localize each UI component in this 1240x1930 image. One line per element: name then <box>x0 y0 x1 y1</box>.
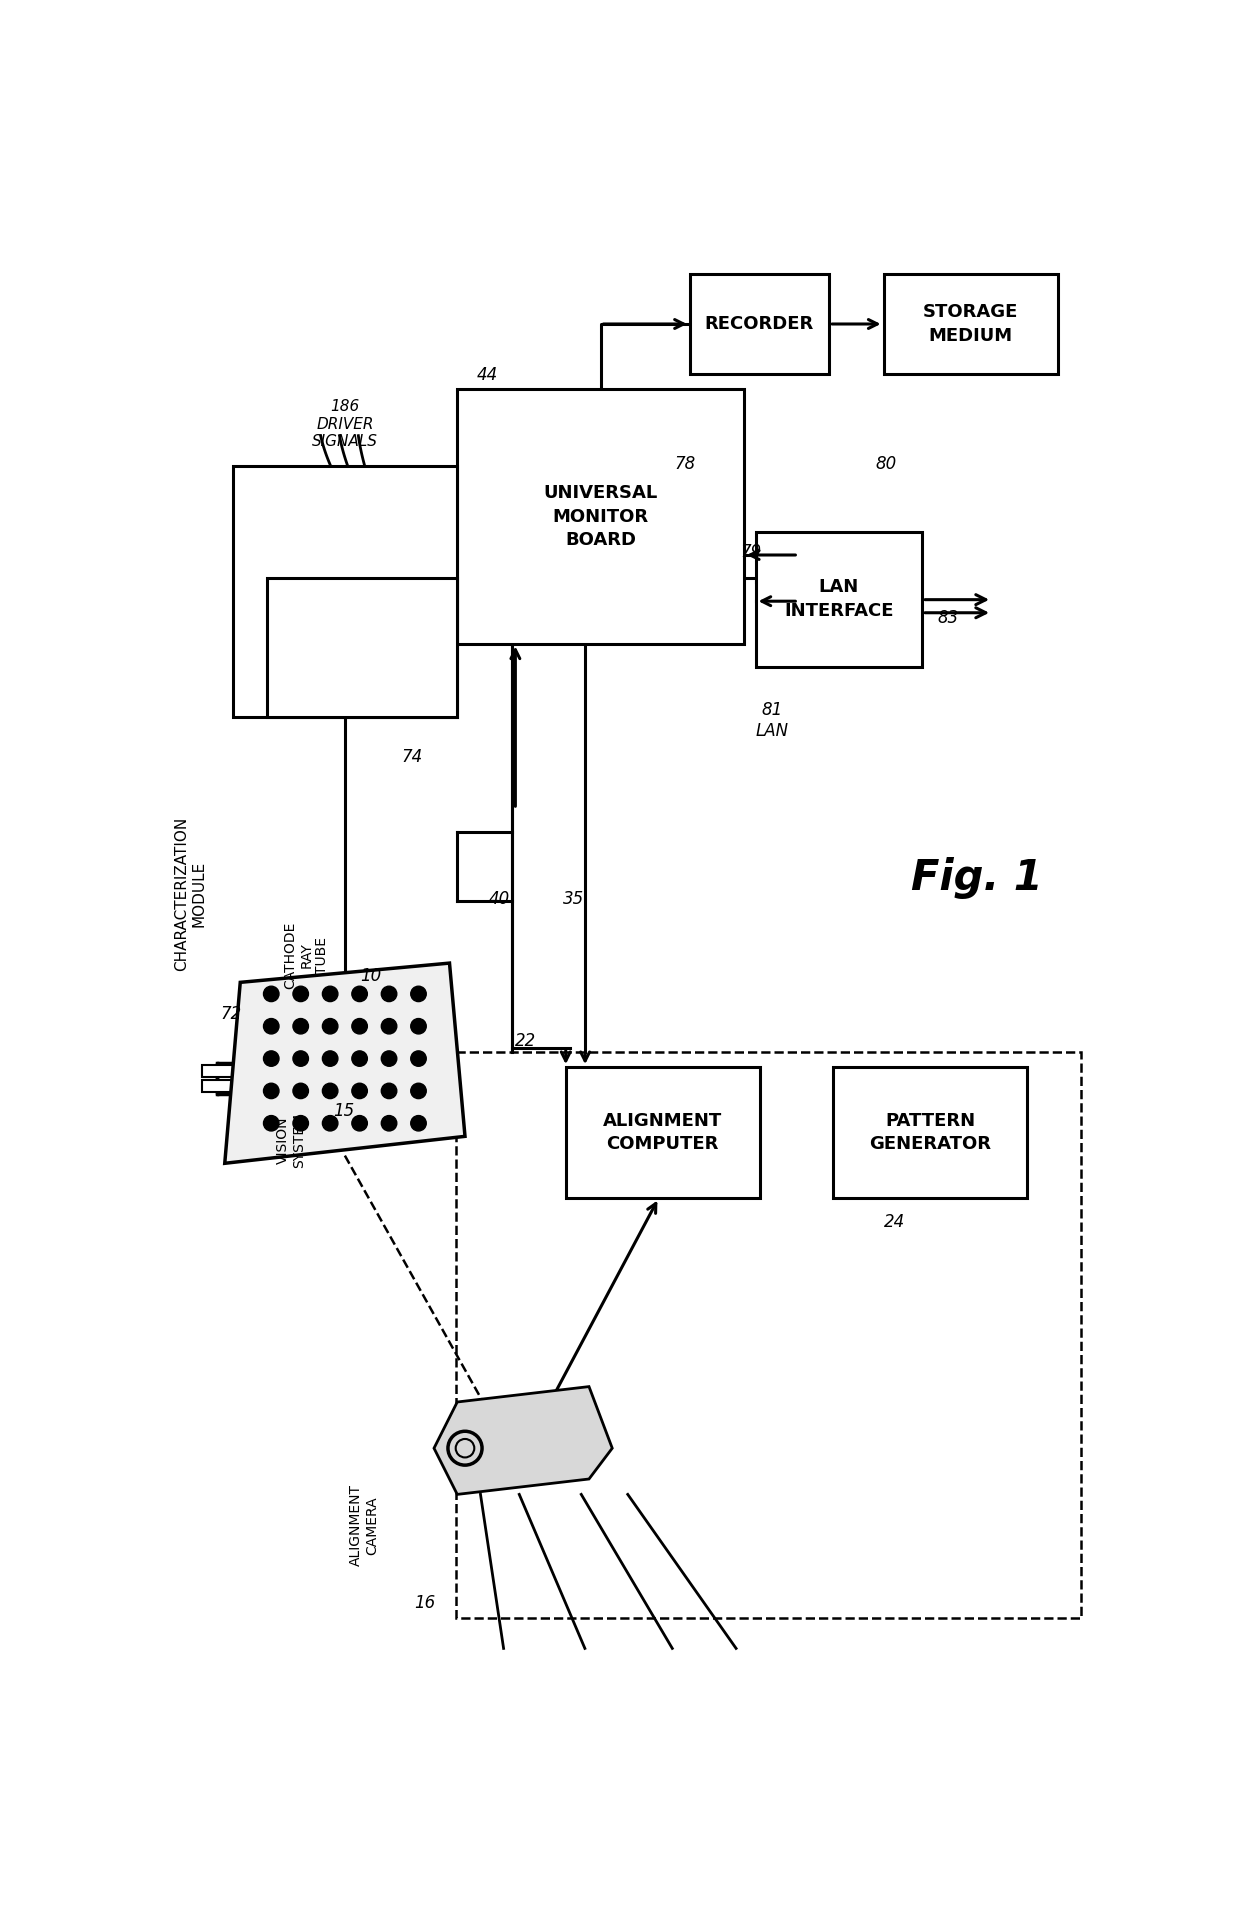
Circle shape <box>263 1083 279 1098</box>
Text: 186
DRIVER
SIGNALS: 186 DRIVER SIGNALS <box>312 400 378 450</box>
Text: 83: 83 <box>937 608 959 627</box>
Text: ALIGNMENT
COMPUTER: ALIGNMENT COMPUTER <box>603 1112 722 1154</box>
Text: 24: 24 <box>883 1214 905 1231</box>
Circle shape <box>293 1116 309 1131</box>
Circle shape <box>293 1083 309 1098</box>
Text: 78: 78 <box>675 455 696 473</box>
Text: ALIGNMENT
CAMERA: ALIGNMENT CAMERA <box>350 1484 379 1567</box>
Circle shape <box>352 1083 367 1098</box>
FancyBboxPatch shape <box>201 1065 233 1077</box>
Text: 15: 15 <box>334 1102 355 1119</box>
Text: 74: 74 <box>402 747 423 766</box>
Text: 44: 44 <box>476 367 498 384</box>
FancyBboxPatch shape <box>458 390 744 643</box>
Polygon shape <box>224 963 465 1164</box>
Text: 16: 16 <box>414 1594 436 1612</box>
Circle shape <box>322 1019 337 1034</box>
FancyBboxPatch shape <box>565 1067 759 1199</box>
Text: 35: 35 <box>563 890 585 907</box>
Circle shape <box>293 986 309 1002</box>
FancyBboxPatch shape <box>755 533 923 666</box>
Circle shape <box>322 1083 337 1098</box>
FancyBboxPatch shape <box>233 467 458 716</box>
Circle shape <box>352 1019 367 1034</box>
Text: 80: 80 <box>875 455 897 473</box>
Circle shape <box>322 1050 337 1065</box>
Text: VISION
SYSTEM: VISION SYSTEM <box>275 1112 306 1168</box>
Text: Fig. 1: Fig. 1 <box>910 857 1043 899</box>
Text: CATHODE
RAY
TUBE: CATHODE RAY TUBE <box>283 923 330 988</box>
Circle shape <box>263 1050 279 1065</box>
Circle shape <box>352 1050 367 1065</box>
Text: 72: 72 <box>221 1006 242 1023</box>
Circle shape <box>410 1116 427 1131</box>
Circle shape <box>322 986 337 1002</box>
Text: 10: 10 <box>361 967 382 984</box>
Text: STORAGE
MEDIUM: STORAGE MEDIUM <box>923 303 1018 345</box>
Text: PATTERN
GENERATOR: PATTERN GENERATOR <box>869 1112 991 1154</box>
Circle shape <box>410 1050 427 1065</box>
Circle shape <box>382 1019 397 1034</box>
FancyBboxPatch shape <box>456 1052 1081 1617</box>
Text: RECORDER: RECORDER <box>704 315 815 334</box>
FancyBboxPatch shape <box>268 579 458 716</box>
Circle shape <box>410 1019 427 1034</box>
Circle shape <box>410 1083 427 1098</box>
FancyBboxPatch shape <box>883 274 1058 374</box>
Text: LAN
INTERFACE: LAN INTERFACE <box>784 579 894 620</box>
Text: 81
LAN: 81 LAN <box>755 701 789 739</box>
FancyBboxPatch shape <box>833 1067 1027 1199</box>
Circle shape <box>352 986 367 1002</box>
Circle shape <box>352 1116 367 1131</box>
FancyBboxPatch shape <box>689 274 830 374</box>
Circle shape <box>263 986 279 1002</box>
Circle shape <box>410 986 427 1002</box>
FancyBboxPatch shape <box>201 1081 233 1092</box>
Circle shape <box>382 1083 397 1098</box>
Circle shape <box>382 1050 397 1065</box>
Circle shape <box>263 1116 279 1131</box>
Text: UNIVERSAL
MONITOR
BOARD: UNIVERSAL MONITOR BOARD <box>543 484 657 550</box>
Circle shape <box>382 986 397 1002</box>
Text: 79: 79 <box>740 544 761 562</box>
Polygon shape <box>434 1386 613 1494</box>
Circle shape <box>263 1019 279 1034</box>
Text: CHARACTERIZATION
MODULE: CHARACTERIZATION MODULE <box>174 816 206 971</box>
Text: 22: 22 <box>516 1033 537 1050</box>
Circle shape <box>382 1116 397 1131</box>
Circle shape <box>322 1116 337 1131</box>
Text: 40: 40 <box>489 890 510 907</box>
Circle shape <box>293 1050 309 1065</box>
Circle shape <box>293 1019 309 1034</box>
